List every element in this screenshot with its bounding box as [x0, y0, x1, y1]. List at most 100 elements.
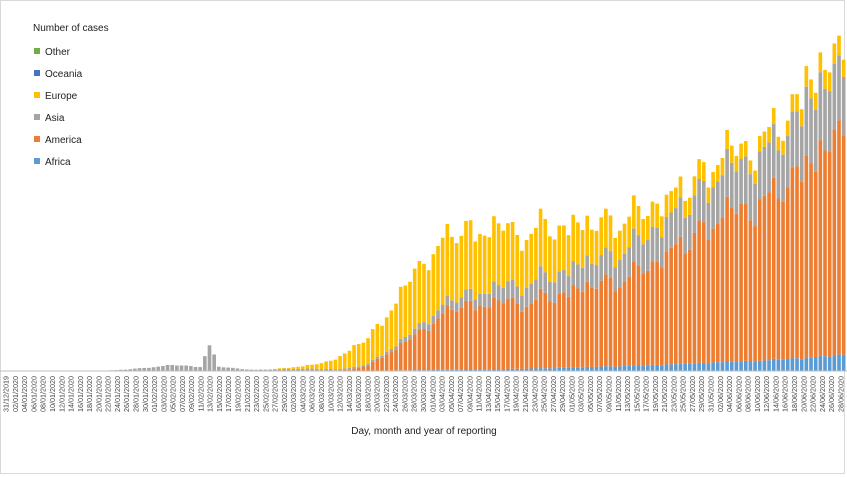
bar-segment-asia	[659, 237, 664, 269]
bar-segment-asia	[599, 255, 604, 281]
bar-segment-africa	[725, 361, 729, 371]
bar-segment-asia	[123, 369, 128, 371]
bar-segment-europe	[366, 338, 370, 364]
bar-segment-europe	[408, 281, 412, 335]
bar-segment-europe	[767, 126, 771, 143]
bar-segment-africa	[608, 366, 613, 371]
bar-segment-asia	[590, 263, 594, 288]
bar-segment-america	[818, 140, 823, 356]
bar-segment-europe	[664, 194, 669, 217]
bar-segment-europe	[487, 237, 492, 294]
x-tick-label: 17/04/2020	[502, 376, 511, 412]
bar-segment-africa	[552, 368, 557, 371]
x-tick-label: 28/06/2020	[836, 376, 845, 412]
x-tick-label: 15/02/2020	[215, 376, 224, 412]
bar-segment-europe	[590, 229, 594, 264]
bar-segment-asia	[342, 368, 347, 370]
bar-segment-asia	[655, 227, 659, 262]
legend-label-africa: Africa	[45, 157, 71, 168]
bar-segment-asia	[510, 279, 515, 298]
bar-segment-america	[398, 342, 403, 371]
bar-segment-europe	[827, 72, 832, 92]
bar-segment-asia	[604, 247, 608, 275]
x-tick-label: 26/01/2020	[122, 376, 131, 412]
legend-swatch-africa	[34, 158, 40, 164]
bar-segment-asia	[193, 366, 198, 371]
bar-segment-europe	[720, 158, 725, 176]
bar-segment-europe	[436, 245, 440, 311]
bar-segment-asia	[133, 368, 137, 371]
bar-segment-america	[412, 334, 417, 371]
x-tick-label: 16/06/2020	[781, 376, 790, 412]
bar-segment-asia	[272, 369, 277, 371]
bar-segment-america	[692, 232, 697, 364]
bar-segment-asia	[650, 226, 655, 262]
bar-segment-asia	[701, 180, 706, 223]
bar-segment-europe	[473, 241, 478, 300]
bar-segment-europe	[641, 218, 645, 245]
bar-segment-asia	[361, 365, 366, 368]
x-tick-label: 30/03/2020	[419, 376, 428, 412]
bar-segment-america	[510, 297, 515, 369]
legend-label-asia: Asia	[45, 113, 65, 124]
bar-segment-europe	[790, 94, 795, 112]
bar-segment-america	[799, 181, 804, 360]
bar-segment-africa	[524, 368, 529, 371]
bar-segment-asia	[440, 304, 445, 314]
bar-segment-asia	[771, 123, 776, 178]
bar-segment-africa	[799, 359, 804, 371]
bar-segment-europe	[314, 364, 319, 369]
bar-segment-america	[534, 299, 538, 369]
bar-segment-asia	[436, 310, 440, 319]
bar-segment-asia	[734, 171, 739, 214]
bar-segment-europe	[338, 356, 342, 369]
bar-segment-america	[580, 291, 585, 368]
bar-segment-africa	[613, 366, 617, 371]
bar-segment-africa	[767, 360, 771, 371]
bar-segment-asia	[506, 281, 510, 299]
bar-segment-africa	[538, 368, 543, 371]
x-tick-label: 22/03/2020	[382, 376, 391, 412]
bar-segment-europe	[398, 286, 403, 339]
bar-segment-africa	[818, 355, 823, 371]
bar-segment-america	[543, 292, 548, 369]
bar-segment-america	[729, 207, 734, 362]
bar-segment-asia	[632, 228, 636, 262]
x-tick-label: 21/02/2020	[243, 376, 252, 412]
bar-segment-europe	[548, 236, 552, 282]
bar-segment-asia	[212, 354, 216, 371]
bar-segment-america	[342, 369, 347, 371]
bar-segment-asia	[837, 55, 841, 121]
x-tick-label: 01/04/2020	[428, 376, 437, 412]
bar-segment-africa	[743, 360, 748, 371]
bar-segment-america	[618, 287, 622, 367]
x-tick-label: 18/03/2020	[363, 376, 372, 412]
x-tick-label: 05/02/2020	[169, 376, 178, 412]
bar-segment-america	[632, 261, 636, 366]
bar-segment-america	[426, 330, 431, 371]
bar-segment-africa	[664, 364, 669, 371]
bar-segment-africa	[487, 369, 492, 372]
bar-segment-america	[417, 329, 422, 371]
x-axis-title: Day, month and year of reporting	[351, 426, 496, 437]
bar-segment-africa	[496, 369, 501, 371]
bar-segment-europe	[510, 221, 515, 280]
bar-segment-asia	[207, 345, 212, 371]
bar-segment-europe	[440, 237, 445, 305]
bar-segment-america	[804, 155, 809, 358]
x-tick-label: 22/06/2020	[809, 376, 818, 412]
bar-segment-africa	[795, 358, 799, 371]
x-tick-label: 02/01/2020	[11, 376, 20, 412]
x-tick-label: 01/02/2020	[150, 376, 159, 412]
bar-segment-europe	[506, 223, 510, 282]
bar-segment-europe	[692, 176, 697, 196]
bar-segment-asia	[618, 259, 622, 288]
bar-segment-asia	[753, 183, 757, 227]
x-tick-label: 10/06/2020	[753, 376, 762, 412]
bar-segment-europe	[618, 230, 622, 260]
bar-segment-africa	[739, 361, 743, 371]
bar-segment-america	[571, 285, 576, 368]
bar-segment-asia	[184, 365, 189, 371]
bar-segment-asia	[678, 197, 683, 237]
